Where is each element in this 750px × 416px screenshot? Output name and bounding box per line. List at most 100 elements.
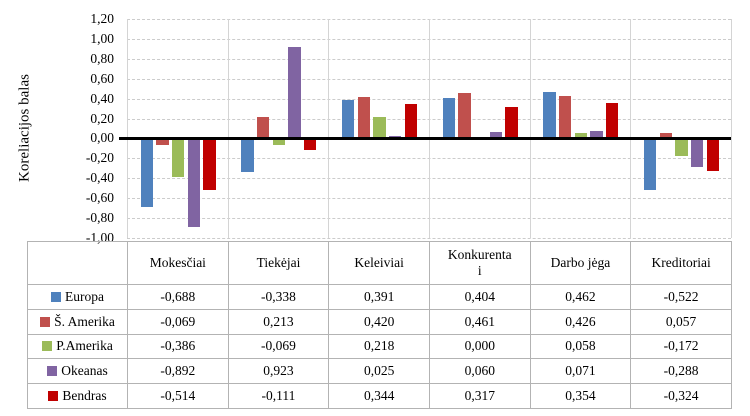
value-cell: 0,404 [428, 284, 531, 310]
bar-pamerika-2 [373, 116, 386, 139]
value-cell: -0,514 [127, 383, 229, 409]
value-cell: 0,025 [328, 358, 430, 385]
value-cell: -0,386 [127, 333, 229, 360]
category-header: Keleiviai [328, 241, 430, 285]
legend-cell: Europa [27, 284, 128, 310]
bar-bendras-1 [303, 138, 317, 150]
bar-amerika-3 [458, 92, 471, 139]
value-cell: 0,391 [328, 284, 430, 310]
h-gridline [127, 238, 731, 239]
bar-pamerika-1 [272, 138, 286, 146]
series-label: Okeanas [61, 363, 108, 379]
value-cell: 0,057 [630, 308, 732, 335]
legend-cell: Bendras [27, 383, 128, 409]
table-header-row: Mokesčiai Tiekėjai Keleiviai Konkurenta i Da… [27, 241, 732, 285]
bar-europa-0 [140, 138, 153, 207]
value-cell: 0,923 [227, 358, 330, 385]
value-cell: -0,892 [127, 358, 229, 385]
zero-axis-tick [119, 136, 127, 140]
value-cell: -0,172 [630, 333, 732, 360]
value-cell: 0,060 [428, 358, 531, 385]
y-tick-label: -0,40 [85, 170, 114, 186]
series-label: Bendras [62, 388, 107, 404]
y-axis-title: Koreliacijos balas [16, 74, 33, 182]
category-header: Tiekėjai [227, 241, 330, 285]
value-cell: 0,354 [529, 383, 632, 409]
y-tick-label: 0,00 [90, 130, 114, 146]
v-gridline [127, 19, 128, 238]
bar-amerika-4 [558, 96, 572, 139]
bar-amerika-2 [357, 96, 371, 139]
v-gridline [630, 19, 632, 238]
value-cell: 0,317 [428, 383, 531, 409]
bar-europa-3 [442, 98, 455, 139]
category-header: Mokesčiai [127, 241, 229, 285]
value-cell: 0,461 [428, 308, 531, 335]
category-header: Darbo jėga [529, 241, 632, 285]
value-cell: -0,688 [127, 284, 229, 310]
value-cell: 0,213 [227, 308, 330, 335]
bar-okeanas-0 [187, 138, 201, 228]
bar-bendras-5 [706, 138, 720, 171]
value-cell: -0,522 [630, 284, 732, 310]
y-tick-label: -0,60 [85, 190, 114, 206]
bar-pamerika-4 [574, 132, 588, 139]
legend-cell: P.Amerika [27, 333, 128, 360]
v-gridline [328, 19, 330, 238]
table-row: Š. Amerika -0,069 0,213 0,420 0,461 0,426 0,05… [27, 308, 732, 335]
table-corner-cell [27, 241, 128, 285]
v-gridline [227, 19, 229, 238]
bar-europa-5 [643, 138, 657, 191]
bar-amerika-0 [156, 138, 169, 146]
v-gridline [731, 19, 732, 238]
bar-amerika-5 [659, 132, 673, 139]
value-cell: 0,420 [328, 308, 430, 335]
y-tick-label: 0,20 [90, 110, 114, 126]
y-tick-label: 1,00 [90, 30, 114, 46]
value-cell: 0,058 [529, 333, 632, 360]
v-gridline [429, 19, 430, 238]
value-cell: 0,218 [328, 333, 430, 360]
legend-swatch-icon [40, 316, 51, 327]
y-tick-label: 0,60 [90, 70, 114, 86]
value-cell: 0,000 [428, 333, 531, 360]
bar-pamerika-0 [171, 138, 185, 177]
value-cell: -0,069 [127, 308, 229, 335]
table-row: Europa -0,688 -0,338 0,391 0,404 0,462 -0,522 [27, 284, 732, 310]
bar-pamerika-5 [675, 138, 688, 156]
series-label: Europa [65, 288, 104, 304]
bar-europa-2 [341, 99, 355, 139]
y-tick-label: 1,20 [90, 11, 114, 26]
value-cell: 0,344 [328, 383, 430, 409]
bar-amerika-1 [256, 117, 270, 139]
y-tick-label: 0,80 [90, 50, 114, 66]
bar-bendras-2 [404, 104, 418, 139]
bar-okeanas-5 [690, 138, 704, 168]
chart-data-table: Mokesčiai Tiekėjai Keleiviai Konkurenta i Da… [27, 241, 732, 409]
bar-bendras-4 [605, 103, 619, 139]
series-label: Š. Amerika [54, 313, 115, 329]
value-cell: -0,324 [630, 383, 732, 409]
bar-europa-4 [543, 92, 556, 139]
bar-okeanas-3 [489, 132, 503, 139]
value-cell: -0,069 [227, 333, 330, 360]
category-header: Kreditoriai [630, 241, 732, 285]
value-cell: 0,462 [529, 284, 632, 310]
legend-cell: Okeanas [27, 358, 128, 385]
series-label: P.Amerika [56, 338, 113, 354]
legend-swatch-icon [48, 391, 59, 402]
bar-okeanas-4 [590, 131, 603, 139]
y-tick-label: -0,20 [85, 150, 114, 166]
value-cell: 0,426 [529, 308, 632, 335]
table-row: P.Amerika -0,386 -0,069 0,218 0,000 0,058 -0,1… [27, 333, 732, 360]
legend-cell: Š. Amerika [27, 308, 128, 335]
table-row: Bendras -0,514 -0,111 0,344 0,317 0,354 -0,324 [27, 383, 732, 409]
bar-okeanas-1 [288, 46, 301, 139]
value-cell: 0,071 [529, 358, 632, 385]
value-cell: -0,288 [630, 358, 732, 385]
zero-axis-line [127, 136, 731, 140]
v-gridline [529, 19, 531, 238]
category-header: Konkurenta i [428, 241, 531, 285]
bar-europa-1 [241, 138, 254, 173]
